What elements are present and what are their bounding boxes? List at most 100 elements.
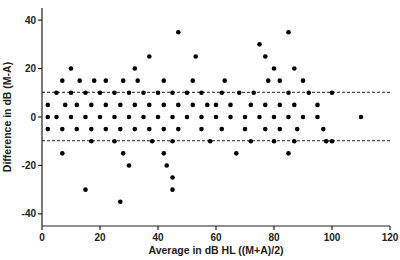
point — [263, 103, 268, 108]
point — [295, 127, 300, 132]
y-axis-title: Difference in dB (M-A) — [1, 62, 13, 172]
point — [46, 115, 51, 120]
limit-line — [42, 92, 390, 93]
point — [272, 115, 277, 120]
y-tick — [38, 20, 42, 21]
point — [77, 78, 82, 83]
point — [133, 127, 138, 132]
point — [162, 151, 167, 156]
x-tick-label: 20 — [94, 232, 106, 243]
x-tick-label: 40 — [152, 232, 164, 243]
point — [147, 103, 152, 108]
point — [162, 127, 167, 132]
point — [164, 163, 169, 168]
point — [193, 54, 198, 59]
chart-container: -40-2002040020406080100120Average in dB … — [0, 0, 400, 260]
point — [69, 90, 74, 95]
point — [98, 115, 103, 120]
point — [127, 90, 132, 95]
point — [214, 103, 219, 108]
point — [60, 78, 65, 83]
point — [185, 115, 190, 120]
point — [199, 127, 204, 132]
point — [185, 90, 190, 95]
x-tick-label: 60 — [210, 232, 222, 243]
point — [133, 66, 138, 71]
point — [170, 90, 175, 95]
point — [249, 139, 254, 144]
point — [75, 127, 80, 132]
x-tick — [157, 226, 158, 230]
point — [75, 103, 80, 108]
point — [60, 127, 65, 132]
point — [278, 78, 283, 83]
point — [286, 151, 291, 156]
point — [46, 103, 51, 108]
y-tick — [38, 165, 42, 166]
point — [127, 115, 132, 120]
point — [141, 115, 146, 120]
x-axis-title: Average in dB HL ((M+A)/2) — [148, 244, 283, 256]
point — [147, 54, 152, 59]
point — [272, 66, 277, 71]
point — [324, 139, 329, 144]
point — [46, 127, 51, 132]
point — [359, 115, 364, 120]
y-tick-label: -20 — [22, 160, 37, 171]
x-tick — [273, 226, 274, 230]
point — [234, 151, 239, 156]
point — [307, 90, 312, 95]
point — [133, 103, 138, 108]
point — [237, 90, 242, 95]
point — [150, 139, 155, 144]
point — [257, 42, 262, 47]
point — [118, 199, 123, 204]
chart-svg: -40-2002040020406080100120Average in dB … — [0, 0, 400, 260]
point — [83, 187, 88, 192]
x-tick-label: 100 — [324, 232, 341, 243]
point — [89, 127, 94, 132]
point — [69, 66, 74, 71]
point — [112, 115, 117, 120]
point — [301, 78, 306, 83]
point — [54, 115, 59, 120]
point — [243, 115, 248, 120]
point — [249, 103, 254, 108]
point — [228, 103, 233, 108]
point — [272, 139, 277, 144]
point — [220, 90, 225, 95]
point — [92, 78, 97, 83]
point — [278, 103, 283, 108]
point — [191, 78, 196, 83]
point — [222, 78, 227, 83]
point — [170, 115, 175, 120]
point — [251, 90, 256, 95]
point — [121, 151, 126, 156]
point — [89, 139, 94, 144]
point — [301, 115, 306, 120]
point — [176, 30, 181, 35]
point — [147, 127, 152, 132]
point — [141, 90, 146, 95]
x-tick — [389, 226, 390, 230]
point — [191, 103, 196, 108]
y-tick — [38, 116, 42, 117]
y-tick — [38, 213, 42, 214]
point — [292, 66, 297, 71]
y-tick-label: 40 — [25, 15, 37, 26]
point — [135, 78, 140, 83]
point — [162, 103, 167, 108]
point — [199, 115, 204, 120]
point — [60, 151, 65, 156]
point — [208, 139, 213, 144]
point — [176, 127, 181, 132]
point — [63, 103, 68, 108]
x-tick — [99, 226, 100, 230]
point — [89, 103, 94, 108]
point — [121, 78, 126, 83]
point — [112, 90, 117, 95]
point — [315, 103, 320, 108]
point — [104, 78, 109, 83]
point — [69, 115, 74, 120]
point — [127, 163, 132, 168]
